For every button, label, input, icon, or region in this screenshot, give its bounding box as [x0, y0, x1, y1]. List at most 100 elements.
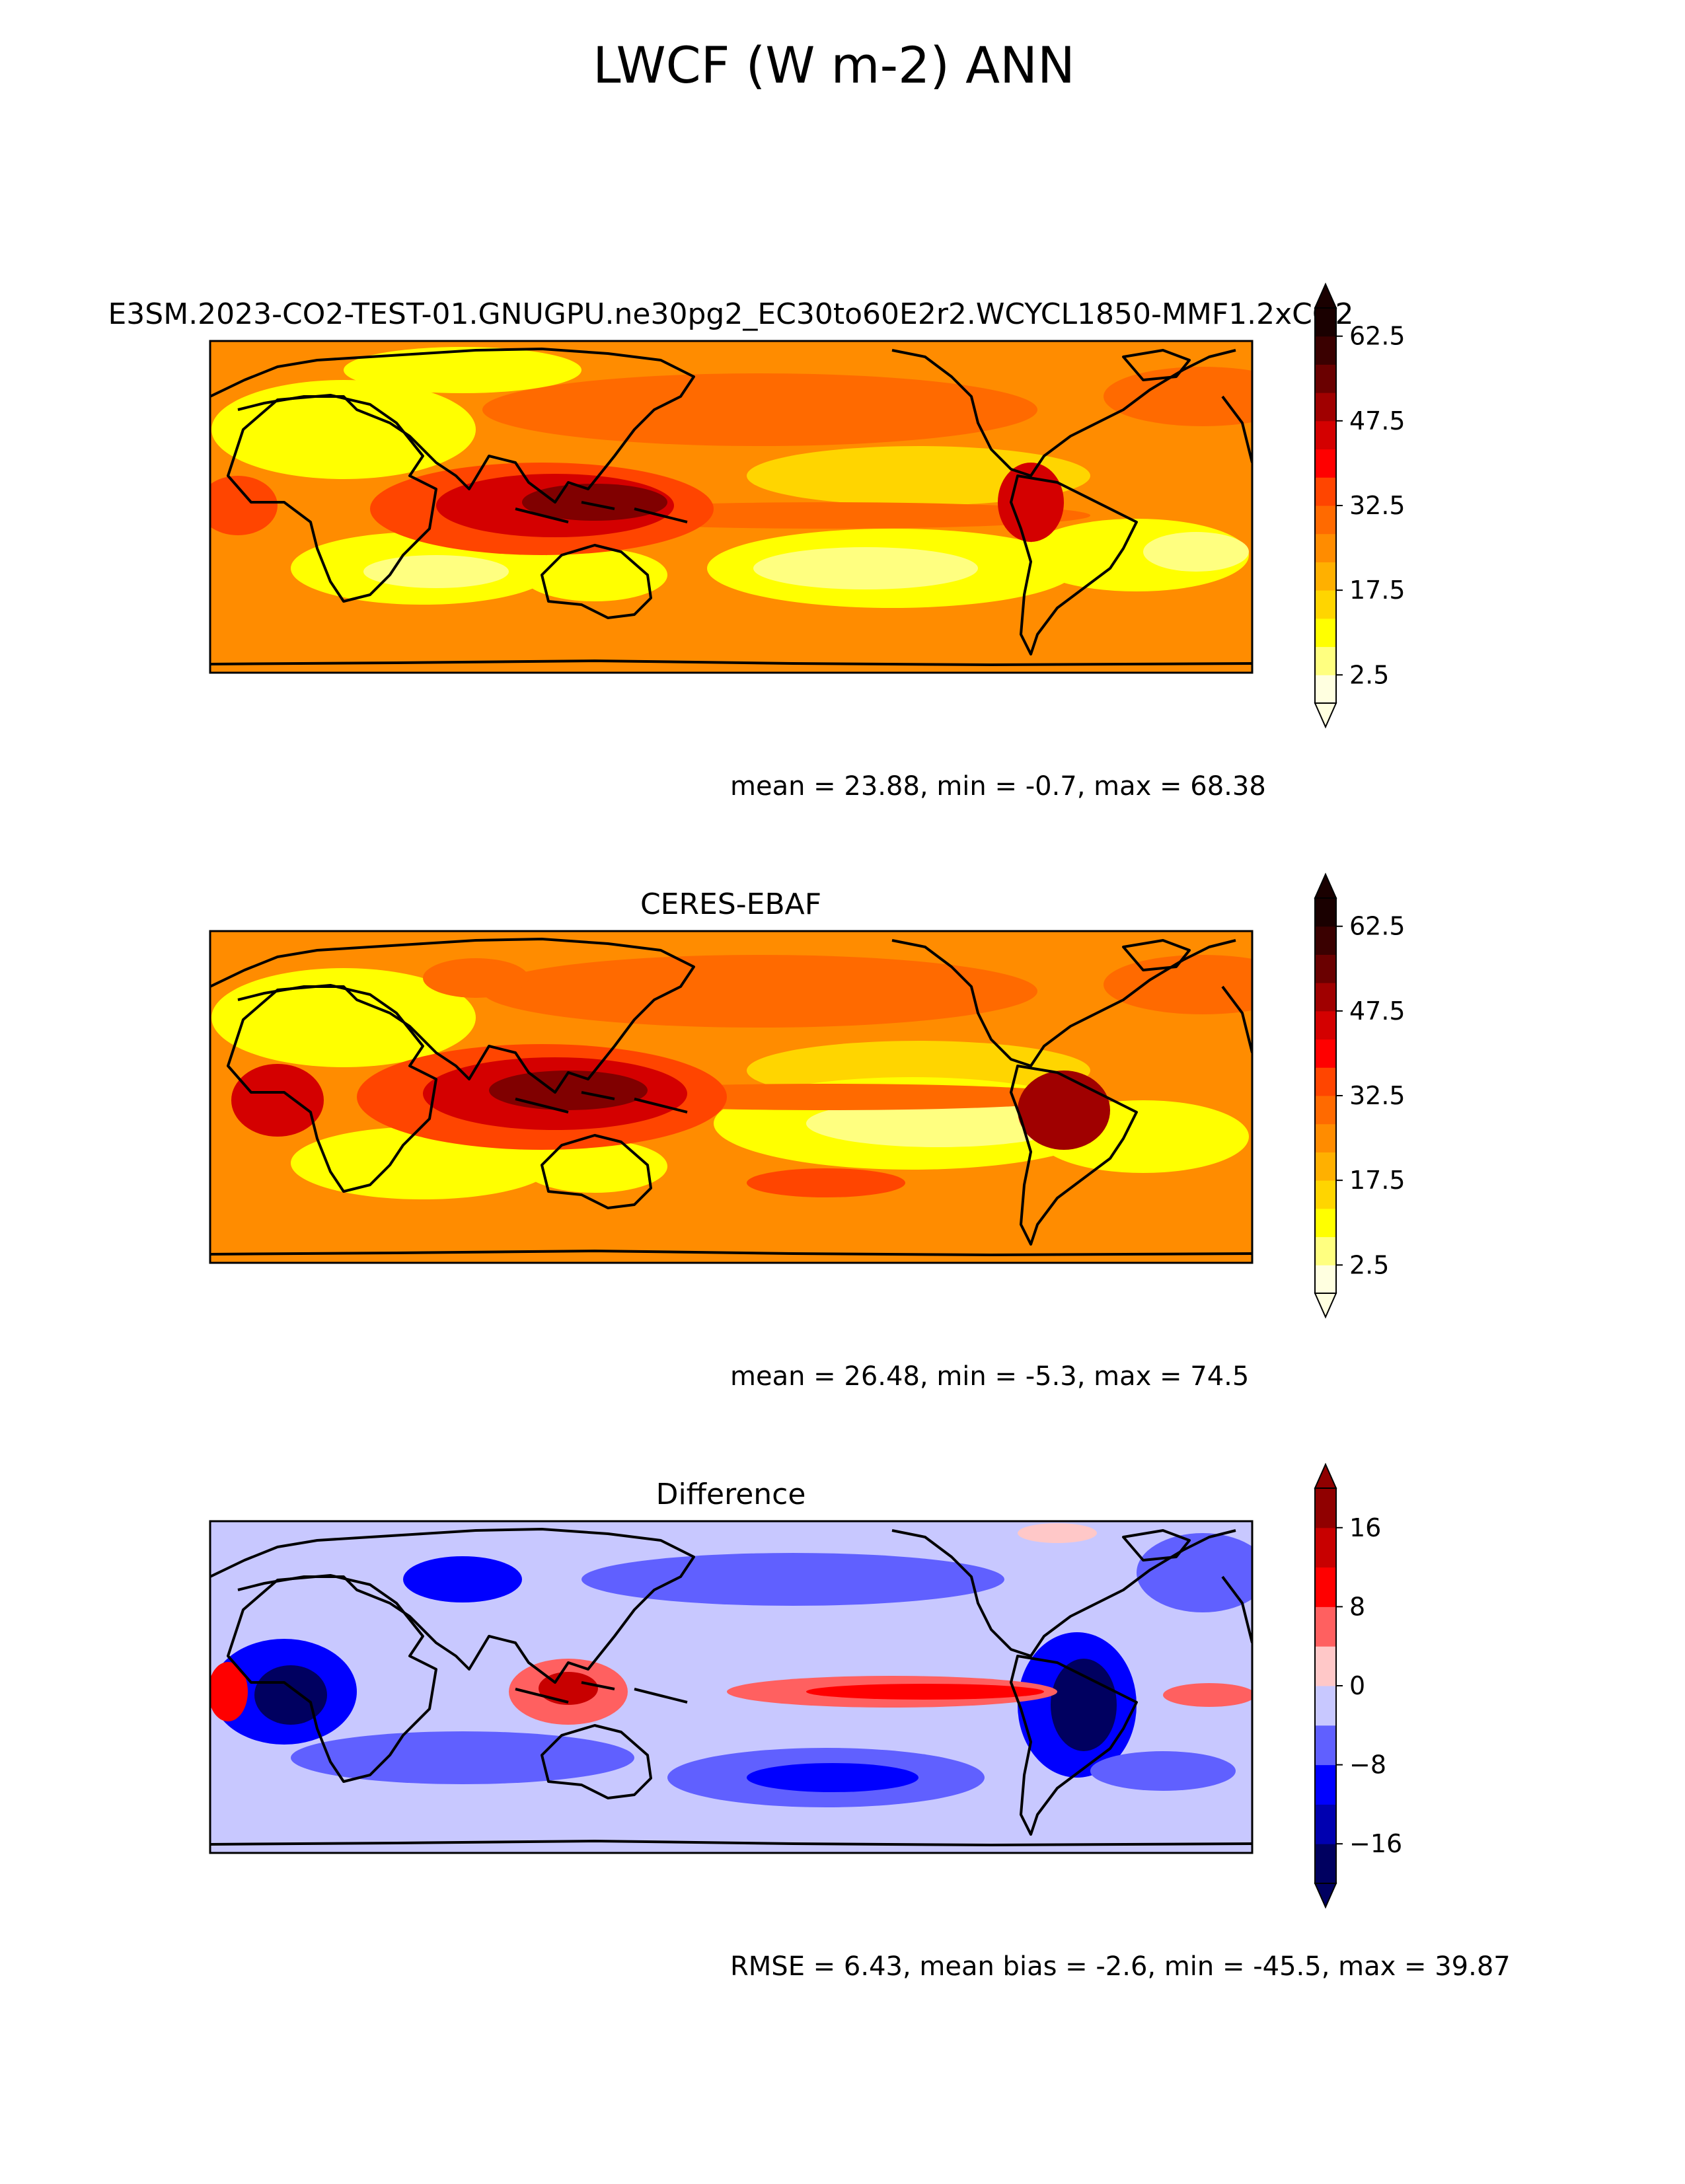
coast-australia	[541, 1724, 652, 1799]
colorbar-extend-max	[1314, 282, 1337, 309]
coast-europe-east-edge	[1221, 985, 1252, 1053]
colorbar-segment	[1315, 1067, 1336, 1096]
coastlines-diff	[210, 1528, 1252, 1846]
colorbar-segment	[1315, 393, 1336, 422]
colorbar-segment	[1315, 1265, 1336, 1294]
field-spcz	[747, 1168, 905, 1197]
colorbar-tick-label: 8	[1349, 1592, 1365, 1621]
colorbar-extend-min	[1314, 1293, 1337, 1319]
field-e-pacific-red-core	[806, 1684, 1044, 1700]
panel-ref-title: CERES-EBAF	[640, 887, 821, 921]
field-n-pacific-storm	[482, 955, 1037, 1028]
field-tibet-blue	[403, 1556, 522, 1602]
field-africa-conv	[231, 1064, 324, 1137]
colorbar-extend-max	[1314, 1462, 1337, 1489]
field-n-atlantic-storm	[1104, 367, 1252, 426]
colorbar-tick-label: 32.5	[1349, 491, 1405, 520]
field-w-africa-red	[210, 1662, 248, 1721]
coast-indonesia	[515, 1091, 688, 1113]
colorbar-tick-label: 17.5	[1349, 576, 1405, 605]
colorbar-tick-label: 47.5	[1349, 406, 1405, 435]
map-test-field	[210, 341, 1252, 673]
colorbar-extend-min	[1314, 702, 1337, 729]
colorbar-ref: 2.5 17.5 32.5 47.5 62.5	[1314, 872, 1405, 1319]
field-n-atlantic-storm	[1104, 955, 1252, 1014]
panel-diff-title: Difference	[656, 1478, 806, 1511]
colorbar-diff: −16 −8 0 8 16	[1314, 1462, 1402, 1909]
colorbar-tick-label: 47.5	[1349, 997, 1405, 1026]
colorbar-segment	[1315, 477, 1336, 506]
colorbar-segment	[1315, 1646, 1336, 1686]
colorbar-segment	[1315, 1123, 1336, 1152]
panel-test: E3SM.2023-CO2-TEST-01.GNUGPU.ne30pg2_EC3…	[108, 282, 1405, 802]
field-warm-pool-core	[522, 484, 667, 521]
figure-title: LWCF (W m-2) ANN	[593, 36, 1075, 94]
coast-north-america	[891, 1529, 1236, 1657]
colorbar-tick-label: 0	[1349, 1671, 1365, 1700]
colorbar-segment	[1315, 1039, 1336, 1068]
field-tibet	[423, 958, 529, 998]
map-diff	[210, 1521, 1252, 1853]
colorbar-segment	[1315, 646, 1336, 675]
field-sahara	[211, 380, 476, 479]
coast-north-america	[891, 939, 1236, 1067]
colorbar-extend-max	[1314, 872, 1337, 899]
field-africa-blue-core	[254, 1665, 327, 1725]
field-n-atlantic-blue	[1137, 1533, 1252, 1612]
field-s-indian-blue	[291, 1731, 634, 1784]
coast-north-america	[891, 349, 1236, 477]
panel-diff: Difference	[209, 1462, 1511, 1982]
coast-greenland	[1122, 939, 1191, 971]
colorbar-segment	[1315, 1236, 1336, 1265]
coast-africa	[227, 1574, 437, 1783]
coast-antarctica	[210, 659, 1252, 666]
field-sahara	[211, 968, 476, 1067]
panel-test-title: E3SM.2023-CO2-TEST-01.GNUGPU.ne30pg2_EC3…	[108, 297, 1354, 331]
field-amazon-conv	[1018, 1071, 1110, 1150]
colorbar-segment	[1315, 364, 1336, 393]
coastlines-test	[210, 348, 1252, 666]
colorbar-segment	[1315, 449, 1336, 478]
coastlines-ref	[210, 938, 1252, 1256]
map-test-frame	[209, 340, 1254, 674]
coast-eurasia	[210, 348, 695, 504]
coast-south-america	[1010, 1065, 1138, 1246]
coast-greenland	[1122, 349, 1191, 381]
colorbar-segment	[1315, 1686, 1336, 1726]
coast-indonesia	[515, 1681, 688, 1704]
colorbar-segment	[1315, 1764, 1336, 1805]
field-arctic-yellow	[344, 347, 581, 393]
colorbar-segment	[1315, 1488, 1336, 1528]
colorbar-segment	[1315, 926, 1336, 955]
coast-indonesia	[515, 501, 688, 523]
field-antarctic	[210, 638, 1252, 673]
colorbar-tick-label: −16	[1349, 1829, 1402, 1858]
coast-europe-east-edge	[1221, 395, 1252, 463]
coast-australia	[541, 544, 652, 619]
colorbar-extend-min	[1314, 1883, 1337, 1909]
colorbar-tick-label: 16	[1349, 1513, 1381, 1542]
field-s-atlantic-core	[1143, 532, 1249, 572]
field-australia	[522, 1140, 667, 1193]
field-s-atlantic-blue	[1090, 1751, 1236, 1791]
field-se-pacific-sc-core	[806, 1100, 1070, 1147]
colorbar-segment	[1315, 1152, 1336, 1181]
field-amazon-conv	[998, 463, 1064, 542]
colorbar-segment	[1315, 898, 1336, 927]
coast-antarctica	[210, 1840, 1252, 1846]
coast-eurasia	[210, 938, 695, 1094]
colorbar-tick-label: 2.5	[1349, 1250, 1389, 1279]
colorbar-tick-label: 17.5	[1349, 1166, 1405, 1195]
colorbar-segment	[1315, 1180, 1336, 1209]
panel-diff-stats: RMSE = 6.43, mean bias = -2.6, min = -45…	[730, 1951, 1511, 1982]
field-amazon-blue-core	[1051, 1659, 1117, 1751]
colorbar-segment	[1315, 983, 1336, 1012]
panel-test-stats: mean = 23.88, min = -0.7, max = 68.38	[730, 771, 1266, 802]
field-atlantic-red	[1163, 1683, 1252, 1707]
colorbar-segment	[1315, 618, 1336, 648]
colorbar-segment	[1315, 533, 1336, 562]
colorbar-segment	[1315, 506, 1336, 535]
colorbar-tick-label: 62.5	[1349, 322, 1405, 351]
panel-ref: CERES-EBAF	[209, 872, 1405, 1392]
